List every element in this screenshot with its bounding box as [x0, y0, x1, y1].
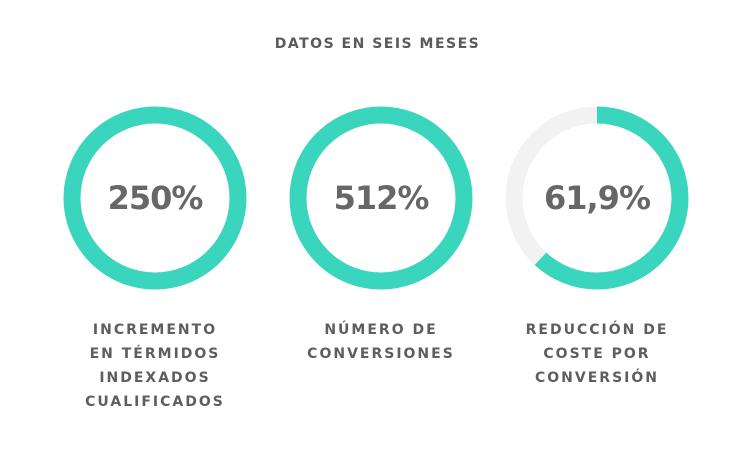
- stat-cost-reduction: 61,9% REDUCCIÓN DE COSTE POR CONVERSIÓN: [497, 98, 697, 390]
- stat-label: NÚMERO DE CONVERSIONES: [307, 322, 455, 362]
- donut-indexed-terms: 250%: [55, 98, 255, 298]
- donut-cost-reduction: 61,9%: [497, 98, 697, 298]
- stat-label: REDUCCIÓN DE COSTE POR CONVERSIÓN: [525, 322, 669, 386]
- stat-conversions: 512% NÚMERO DE CONVERSIONES: [281, 98, 481, 366]
- donut-arc: [289, 106, 473, 290]
- donut-chart-conversions: [289, 106, 473, 290]
- stat-value: 61,9%: [543, 179, 651, 217]
- donut-chart-indexed-terms: [63, 106, 247, 290]
- chart-title: DATOS EN SEIS MESES: [274, 36, 481, 52]
- donut-conversions: 512%: [281, 98, 481, 298]
- stat-indexed-terms: 250% INCREMENTO EN TÉRMIDOS INDEXADOS CU…: [55, 98, 255, 414]
- donut-chart-cost-reduction: [505, 106, 689, 290]
- stat-label: INCREMENTO EN TÉRMIDOS INDEXADOS CUALIFI…: [85, 322, 225, 410]
- stat-value: 512%: [333, 179, 430, 217]
- donut-arc: [63, 106, 247, 290]
- stat-value: 250%: [107, 179, 204, 217]
- donut-arc: [505, 106, 689, 290]
